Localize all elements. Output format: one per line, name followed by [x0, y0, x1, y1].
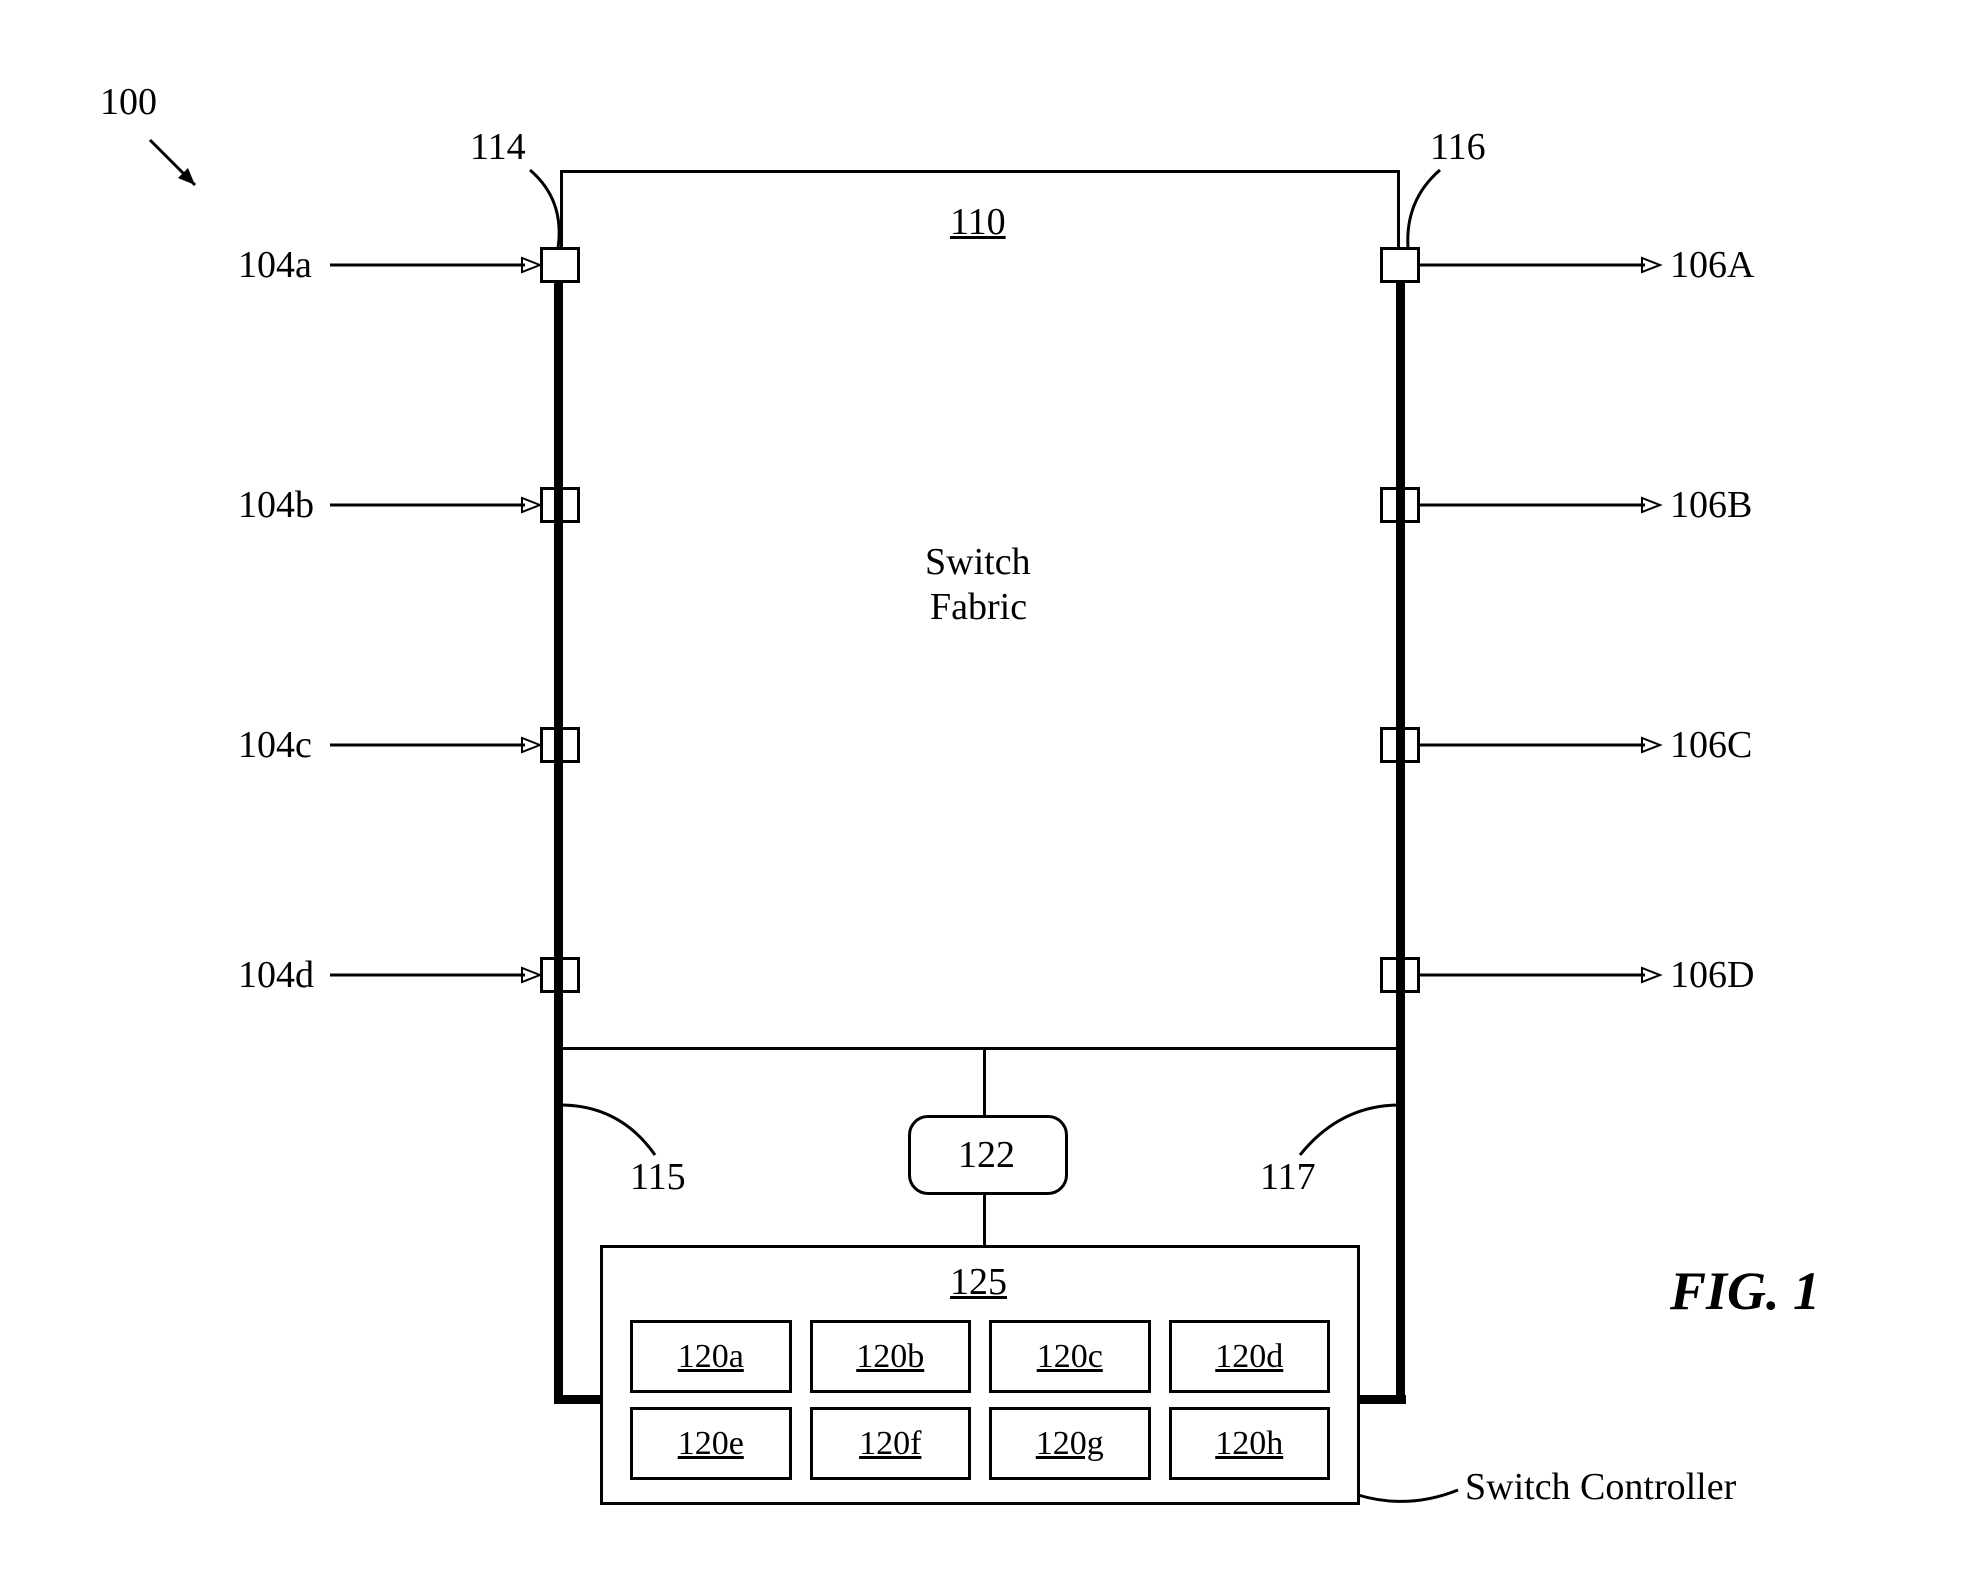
fabric-to-connector-line — [983, 1050, 986, 1118]
input-arrow-c — [330, 735, 550, 755]
input-label-a: 104a — [238, 243, 312, 287]
controller-label-leader — [1358, 1460, 1468, 1520]
left-bus-horizontal — [554, 1395, 604, 1404]
figure-label: FIG. 1 — [1670, 1260, 1820, 1322]
controller-cell-2: 120c — [989, 1320, 1151, 1393]
output-label-d: 106D — [1670, 953, 1754, 997]
controller-cell-4-label: 120e — [678, 1425, 744, 1463]
output-label-c: 106C — [1670, 723, 1752, 767]
input-label-b: 104b — [238, 483, 314, 527]
input-port-callout-leader — [510, 170, 580, 260]
controller-label: Switch Controller — [1465, 1465, 1736, 1509]
figure-ref-arrow — [140, 130, 220, 210]
left-bus-vertical — [554, 283, 563, 1403]
controller-cell-5: 120f — [810, 1407, 972, 1480]
output-port-callout-leader — [1390, 170, 1460, 260]
switch-fabric-title1: Switch — [925, 540, 1031, 584]
controller-cell-6: 120g — [989, 1407, 1151, 1480]
controller-cell-0-label: 120a — [678, 1338, 744, 1376]
right-bus-callout-label: 117 — [1260, 1155, 1316, 1199]
controller-cell-3-label: 120d — [1215, 1338, 1283, 1376]
controller-cell-6-label: 120g — [1036, 1425, 1104, 1463]
input-label-d: 104d — [238, 953, 314, 997]
output-label-b: 106B — [1670, 483, 1752, 527]
output-label-a: 106A — [1670, 243, 1754, 287]
controller-cell-4: 120e — [630, 1407, 792, 1480]
controller-cell-1: 120b — [810, 1320, 972, 1393]
input-arrow-b — [330, 495, 550, 515]
output-port-callout-label: 116 — [1430, 125, 1486, 169]
connector-to-controller-line — [983, 1195, 986, 1247]
output-arrow-b — [1420, 495, 1670, 515]
output-arrow-d — [1420, 965, 1670, 985]
input-port-callout-label: 114 — [470, 125, 526, 169]
input-label-c: 104c — [238, 723, 312, 767]
controller-cell-1-label: 120b — [856, 1338, 924, 1376]
controller-cell-5-label: 120f — [859, 1425, 921, 1463]
switch-fabric-ref: 110 — [950, 200, 1006, 244]
output-arrow-c — [1420, 735, 1670, 755]
controller-cell-2-label: 120c — [1037, 1338, 1103, 1376]
controller-ref: 125 — [950, 1260, 1007, 1304]
connector-box-ref: 122 — [958, 1133, 1015, 1177]
switch-fabric-title2: Fabric — [930, 585, 1027, 629]
figure-ref-label: 100 — [100, 80, 157, 124]
controller-cell-7: 120h — [1169, 1407, 1331, 1480]
controller-cell-7-label: 120h — [1215, 1425, 1283, 1463]
controller-cell-3: 120d — [1169, 1320, 1331, 1393]
input-arrow-d — [330, 965, 550, 985]
controller-cell-0: 120a — [630, 1320, 792, 1393]
controller-grid: 120a 120b 120c 120d 120e 120f 120g 120h — [630, 1320, 1330, 1480]
right-bus-vertical — [1396, 283, 1405, 1403]
left-bus-callout-label: 115 — [630, 1155, 686, 1199]
right-bus-horizontal — [1356, 1395, 1406, 1404]
